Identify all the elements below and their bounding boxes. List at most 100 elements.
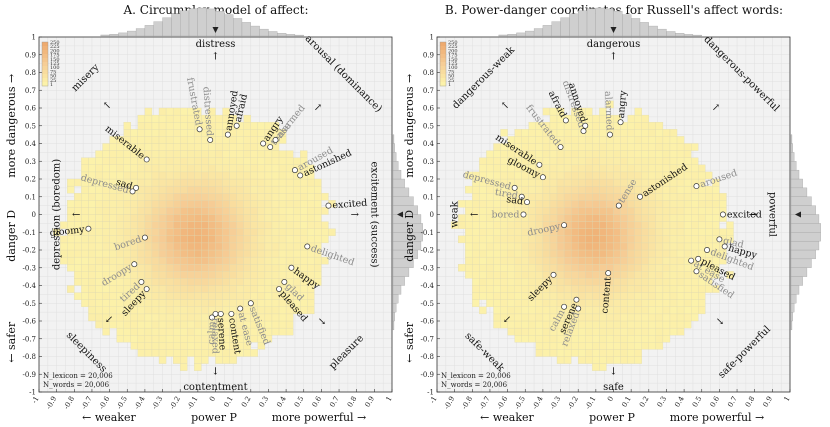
heatmap-cell	[208, 178, 216, 187]
chart-title: B. Power-danger coordinates for Russell'…	[445, 3, 783, 17]
heatmap-cell	[250, 221, 259, 229]
heatmap-cell	[620, 157, 628, 165]
heatmap-cell	[201, 193, 209, 201]
heatmap-cell	[592, 335, 600, 343]
heatmap-cell	[222, 107, 230, 116]
heatmap-cell	[158, 143, 167, 151]
heatmap-cell	[243, 143, 251, 151]
heatmap-cell	[74, 264, 82, 272]
heatmap-cell	[627, 335, 635, 343]
heatmap-cell	[669, 313, 678, 322]
heatmap-cell	[67, 256, 75, 265]
heatmap-cell	[307, 185, 315, 194]
heatmap-cell	[187, 150, 195, 158]
heatmap-cell	[194, 306, 202, 315]
direction-label: excitement (success)	[368, 161, 379, 267]
heatmap-cell	[500, 150, 508, 158]
heatmap-cell	[648, 313, 657, 322]
heatmap-cell	[194, 320, 202, 329]
heatmap-cell	[229, 292, 237, 300]
hist-bar	[525, 30, 535, 37]
chart-panel-A: A. Circumplex model of affect:-1 -0.9 -0.8…	[5, 3, 423, 424]
heatmap-cell	[187, 242, 195, 251]
heatmap-cell	[151, 306, 160, 315]
heatmap-cell	[493, 164, 501, 173]
heatmap-cell	[648, 306, 657, 315]
heatmap-cell	[95, 264, 103, 272]
heatmap-cell	[662, 278, 671, 286]
heatmap-cell	[264, 306, 273, 315]
heatmap-cell	[307, 306, 315, 315]
heatmap-cell	[719, 193, 727, 201]
heatmap-cell	[109, 193, 117, 201]
heatmap-cell	[676, 221, 685, 229]
heatmap-cell	[627, 320, 635, 329]
heatmap-cell	[151, 129, 160, 137]
heatmap-cell	[648, 129, 657, 137]
heatmap-cell	[563, 228, 572, 236]
word-point	[539, 174, 546, 181]
word-point	[615, 202, 622, 209]
heatmap-cell	[606, 228, 614, 236]
heatmap-cell	[137, 320, 146, 329]
heatmap-cell	[250, 200, 259, 208]
heatmap-cell	[528, 242, 536, 251]
heatmap-cell	[172, 107, 181, 116]
heatmap-cell	[88, 207, 96, 215]
heatmap-cell	[243, 164, 251, 173]
heatmap-cell	[151, 327, 160, 336]
heatmap-cell	[613, 335, 621, 343]
word-point	[518, 193, 525, 200]
colorbar-tick-label: 50	[448, 74, 454, 80]
heatmap-cell	[676, 306, 685, 315]
heatmap-cell	[102, 157, 110, 165]
hist-bar	[392, 134, 395, 144]
heatmap-cell	[606, 193, 614, 201]
heatmap-cell	[620, 306, 628, 315]
heatmap-cell	[151, 320, 160, 329]
heatmap-cell	[585, 285, 593, 293]
heatmap-cell	[698, 214, 706, 222]
heatmap-cell	[592, 200, 600, 208]
heatmap-cell	[307, 228, 315, 236]
heatmap-cell	[620, 143, 628, 151]
heatmap-cell	[514, 320, 522, 329]
heatmap-cell	[215, 264, 223, 272]
heatmap-cell	[74, 278, 82, 286]
heatmap-cell	[691, 164, 699, 173]
heatmap-cell	[528, 313, 536, 322]
heatmap-cell	[578, 143, 586, 151]
heatmap-cell	[172, 264, 181, 272]
heatmap-cell	[222, 278, 230, 286]
heatmap-cell	[585, 320, 593, 329]
heatmap-cell	[556, 107, 565, 116]
heatmap-cell	[627, 122, 635, 130]
heatmap-cell	[137, 313, 146, 322]
heatmap-cell	[194, 249, 202, 258]
heatmap-cell	[578, 249, 586, 258]
heatmap-cell	[271, 185, 280, 194]
heatmap-cell	[109, 256, 117, 265]
heatmap-cell	[208, 292, 216, 300]
heatmap-cell	[180, 363, 188, 371]
heatmap-cell	[264, 193, 273, 201]
y-tick-label: -0.1	[23, 229, 37, 237]
heatmap-cell	[243, 157, 251, 165]
heatmap-cell	[201, 214, 209, 222]
heatmap-cell	[599, 256, 607, 265]
heatmap-cell	[514, 292, 522, 300]
word-point	[325, 202, 332, 209]
heatmap-cell	[81, 200, 89, 208]
heatmap-cell	[676, 150, 685, 158]
heatmap-cell	[137, 249, 146, 258]
heatmap-cell	[95, 235, 103, 244]
heatmap-cell	[592, 363, 600, 371]
heatmap-cell	[144, 342, 153, 350]
heatmap-cell	[620, 171, 628, 180]
heatmap-cell	[683, 249, 692, 258]
x-tick-label: -0.3	[151, 395, 165, 411]
heatmap-cell	[606, 335, 614, 343]
heatmap-cell	[458, 264, 466, 272]
hist-bar	[560, 17, 570, 37]
heatmap-cell	[528, 327, 536, 336]
